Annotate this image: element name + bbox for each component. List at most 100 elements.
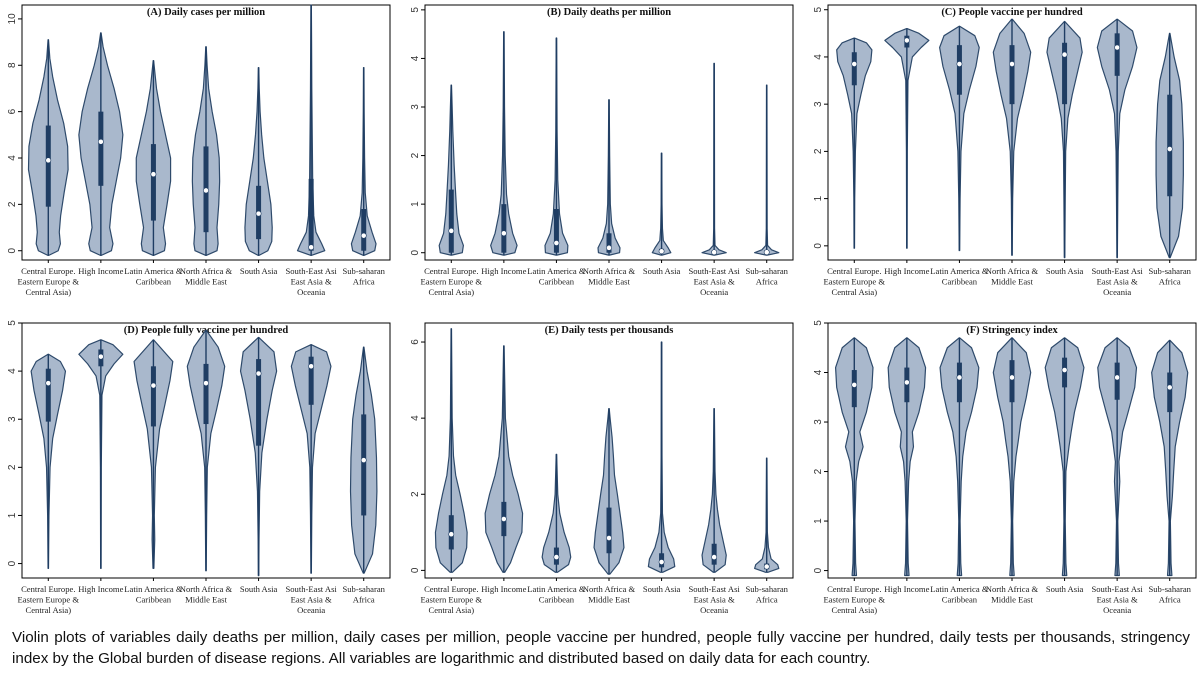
violin-median <box>851 61 858 67</box>
x-tick-label: Sub-saharan Africa <box>342 266 385 287</box>
violin-chart-b: (B) Daily deaths per million 0 1 2 3 4 5 Centra… <box>410 4 794 297</box>
x-tick-label: South-East Asi East Asia & Oceania <box>1091 584 1143 615</box>
violin-iqr-box <box>308 178 314 251</box>
y-tick-label: 4 <box>410 415 421 421</box>
y-tick-label: 0 <box>813 243 824 249</box>
y-tick-label: 4 <box>7 155 18 161</box>
y-tick-label: 2 <box>7 201 18 207</box>
x-tick-label: Central Europe. Eastern Europe & Central A… <box>17 266 79 297</box>
panel-a: (A) Daily cases per million 0 2 4 6 8 10 Centra… <box>0 0 394 314</box>
violin-median <box>45 380 52 387</box>
chart-title: (F) Stringency index <box>966 325 1058 336</box>
violin-median <box>360 457 367 464</box>
violin-median <box>553 554 560 560</box>
violin-iqr-box <box>98 111 104 186</box>
violin-median <box>360 232 367 239</box>
violin-chart-d: (D) People fully vaccine per hundred0123… <box>7 320 391 615</box>
x-tick-label: High Income <box>884 584 929 594</box>
y-tick-label: 3 <box>813 101 824 107</box>
violin-median <box>1061 367 1068 373</box>
x-tick-label: Sub-saharan Africa <box>1148 266 1191 287</box>
x-tick-label: Central Europe. Eastern Europe & Central A… <box>823 584 885 615</box>
violin-median <box>763 563 770 570</box>
violin-median <box>308 363 315 370</box>
y-tick-label: 5 <box>813 7 824 13</box>
x-tick-label: South Asia <box>643 584 681 594</box>
x-tick-label: High Income <box>481 584 526 594</box>
x-tick-label: North Africa & Middle East <box>180 584 233 605</box>
x-tick-label: Sub-saharan Africa <box>1148 584 1191 605</box>
violin-iqr-box <box>851 52 857 86</box>
violin-median <box>203 380 209 387</box>
x-tick-label: Central Europe. Eastern Europe & Central A… <box>17 584 79 615</box>
violin-iqr-box <box>1114 362 1120 400</box>
y-tick-label: 0 <box>813 567 824 573</box>
violin-chart-e: (E) Daily tests per thousands 0 2 4 6 Central… <box>410 322 794 615</box>
y-tick-label: 2 <box>813 468 824 474</box>
y-tick-label: 8 <box>7 62 18 68</box>
violin-median <box>553 240 560 246</box>
violin-iqr-box <box>361 414 367 516</box>
x-tick-label: North Africa & Middle East <box>180 266 233 287</box>
violin-iqr-box <box>1062 42 1068 105</box>
violin-median <box>1114 44 1121 51</box>
y-tick-label: 4 <box>410 55 421 61</box>
y-tick-label: 2 <box>410 491 421 497</box>
violin-chart-c: (C) People vaccine per hundred 0 1 2 3 4 5 Cent… <box>813 4 1197 297</box>
x-tick-label: South Asia <box>1046 266 1084 276</box>
violin-iqr-box <box>956 362 962 403</box>
x-tick-label: Latin America & Caribbean <box>930 584 989 605</box>
violin-iqr-box <box>448 189 454 253</box>
violin-iqr-box <box>1009 45 1015 105</box>
y-tick-label: 1 <box>813 195 824 201</box>
violin-chart-a: (A) Daily cases per million 0 2 4 6 8 10 Centra… <box>7 4 391 297</box>
violin-median <box>500 516 507 522</box>
x-tick-label: Latin America & Caribbean <box>527 266 586 287</box>
violin-iqr-box <box>1167 372 1173 413</box>
violin-iqr-box <box>1167 94 1173 197</box>
y-tick-label: 4 <box>813 369 824 375</box>
panel-c: (C) People vaccine per hundred 0 1 2 3 4 5 Cent… <box>806 0 1200 314</box>
chart-title: (C) People vaccine per hundred <box>941 7 1083 18</box>
y-tick-label: 3 <box>7 416 18 422</box>
chart-title: (B) Daily deaths per million <box>547 7 671 18</box>
violin-iqr-box <box>203 363 209 425</box>
x-tick-label: North Africa & Middle East <box>986 584 1039 605</box>
violin-iqr-box <box>256 359 262 446</box>
x-tick-label: South-East Asi East Asia & Oceania <box>285 266 337 297</box>
x-tick-label: Central Europe. Eastern Europe & Central A… <box>420 584 482 615</box>
y-tick-label: 5 <box>7 320 18 326</box>
x-tick-label: High Income <box>78 584 123 594</box>
violin-iqr-box <box>501 204 507 253</box>
violin-median <box>1009 61 1015 67</box>
x-tick-label: South-East Asi East Asia & Oceania <box>688 266 740 297</box>
violin-median <box>606 244 612 251</box>
panel-f: (F) Stringency index 0 1 2 3 4 5 Central Europe… <box>806 318 1200 632</box>
x-tick-label: South Asia <box>240 266 278 276</box>
x-tick-label: South Asia <box>240 584 278 594</box>
x-tick-label: Latin America & Caribbean <box>124 584 183 605</box>
violin-median <box>1166 146 1173 152</box>
violin-iqr-box <box>361 209 367 251</box>
y-tick-label: 3 <box>813 419 824 425</box>
y-tick-label: 4 <box>7 368 18 374</box>
x-tick-label: South-East Asi East Asia & Oceania <box>1091 266 1143 297</box>
violin-median <box>308 244 315 251</box>
y-tick-label: 0 <box>7 560 18 566</box>
violin-median <box>97 353 104 360</box>
violin-iqr-box <box>308 356 314 405</box>
violin-median <box>606 535 612 541</box>
violin-iqr-box <box>45 125 51 207</box>
violin-iqr-box <box>150 366 156 427</box>
violin-median <box>45 157 52 164</box>
y-tick-label: 2 <box>7 464 18 470</box>
violin-median <box>903 379 910 386</box>
y-tick-label: 5 <box>410 7 421 13</box>
x-tick-label: North Africa & Middle East <box>583 266 636 287</box>
chart-title: (E) Daily tests per thousands <box>545 325 674 336</box>
x-tick-label: Latin America & Caribbean <box>527 584 586 605</box>
y-tick-label: 0 <box>7 248 18 254</box>
x-tick-label: North Africa & Middle East <box>583 584 636 605</box>
violin-median <box>1114 374 1121 381</box>
violin-median <box>851 381 858 388</box>
